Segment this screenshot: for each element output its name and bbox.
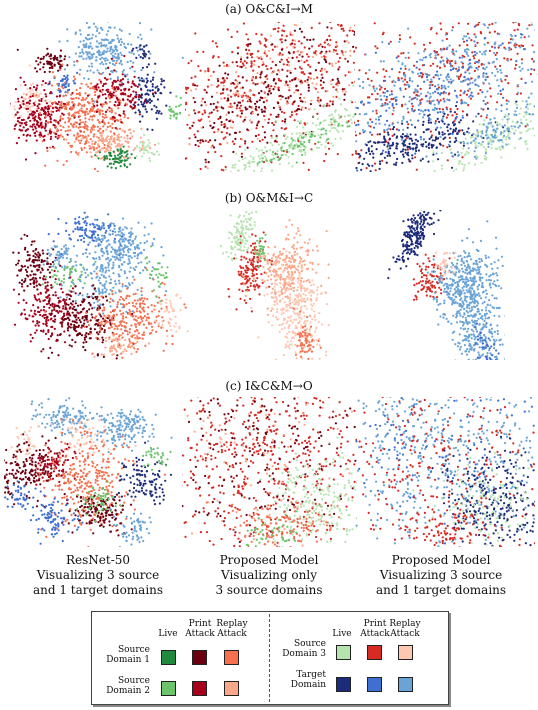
legend-col-replay-right-2: Attack	[390, 629, 420, 639]
panel-c-resnet	[4, 397, 184, 547]
swatch-src3-live	[336, 645, 351, 660]
legend-col-replay-right-1: Replay	[389, 619, 421, 629]
legend-src1-label: Source Domain 1	[96, 645, 150, 665]
panel-c-proposed-source	[182, 397, 357, 547]
caption-resnet: ResNet-50 Visualizing 3 source and 1 tar…	[13, 553, 183, 598]
legend-src2-label: Source Domain 2	[96, 676, 150, 696]
panel-b-proposed-source	[210, 210, 330, 360]
legend-col-live-left: Live	[158, 629, 178, 639]
legend-src1-label-2: Domain 1	[106, 655, 150, 665]
legend-tgt-label: Target Domain	[272, 670, 326, 690]
legend-divider	[269, 614, 270, 702]
legend-col-print-left-1: Print	[188, 619, 212, 629]
caption-proposed-source-line1: Proposed Model	[219, 553, 319, 567]
swatch-tgt-replay	[398, 677, 413, 692]
panel-a-resnet	[10, 22, 190, 172]
swatch-src3-replay	[398, 645, 413, 660]
caption-resnet-line2: Visualizing 3 source	[36, 568, 160, 582]
swatch-tgt-live	[336, 677, 351, 692]
swatch-src1-replay	[224, 650, 239, 665]
legend-col-replay-left-2: Attack	[217, 629, 247, 639]
panel-c-proposed-all	[355, 397, 535, 547]
caption-proposed-all-line3: and 1 target domains	[375, 583, 507, 597]
row-title-b: (b) O&M&I→C	[224, 191, 314, 205]
legend-src2-label-1: Source	[117, 676, 150, 686]
legend-src3-label: Source Domain 3	[272, 639, 326, 659]
row-title-a: (a) O&C&I→M	[225, 2, 313, 16]
legend-col-replay-left: Replay Attack	[211, 619, 253, 639]
caption-resnet-line3: and 1 target domains	[32, 583, 164, 597]
caption-proposed-all-line2: Visualizing 3 source	[379, 568, 503, 582]
caption-proposed-source-line3: 3 source domains	[215, 583, 323, 597]
legend-tgt-label-1: Target	[296, 670, 326, 680]
legend-src3-label-1: Source	[293, 639, 326, 649]
swatch-src2-replay	[224, 681, 239, 696]
legend: Live Print Attack Replay Attack Source D…	[91, 611, 449, 705]
panel-b-resnet	[10, 210, 190, 360]
swatch-src1-live	[161, 650, 176, 665]
panel-a-proposed-all	[355, 22, 535, 172]
swatch-src2-live	[161, 681, 176, 696]
legend-src3-label-2: Domain 3	[282, 649, 326, 659]
legend-src1-label-1: Source	[117, 645, 150, 655]
legend-col-replay-left-1: Replay	[216, 619, 248, 629]
legend-src2-label-2: Domain 2	[106, 686, 150, 696]
legend-col-print-right-1: Print	[363, 619, 387, 629]
swatch-src1-print	[192, 650, 207, 665]
swatch-src2-print	[192, 681, 207, 696]
swatch-src3-print	[367, 645, 382, 660]
legend-tgt-label-2: Domain	[290, 680, 326, 690]
legend-col-replay-right: Replay Attack	[384, 619, 426, 639]
caption-resnet-line1: ResNet-50	[65, 553, 131, 567]
legend-col-print-right-2: Attack	[360, 629, 390, 639]
caption-proposed-all: Proposed Model Visualizing 3 source and …	[356, 553, 526, 598]
legend-col-print-left-2: Attack	[185, 629, 215, 639]
caption-proposed-source: Proposed Model Visualizing only 3 source…	[184, 553, 354, 598]
swatch-tgt-print	[367, 677, 382, 692]
legend-col-live-right: Live	[332, 629, 352, 639]
caption-proposed-all-line1: Proposed Model	[391, 553, 491, 567]
panel-b-proposed-all	[385, 210, 505, 360]
row-title-c: (c) I&C&M→O	[225, 379, 313, 393]
caption-proposed-source-line2: Visualizing only	[221, 568, 317, 582]
panel-a-proposed-source	[185, 22, 355, 172]
legend-col-print-left: Print Attack	[180, 619, 220, 639]
legend-col-print-right: Print Attack	[355, 619, 395, 639]
